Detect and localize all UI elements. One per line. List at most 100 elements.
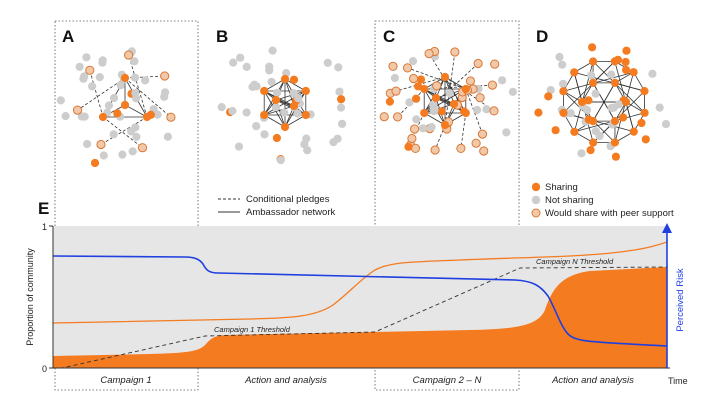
sharing-node xyxy=(260,86,269,96)
peer-support-node xyxy=(487,80,497,90)
not-sharing-node xyxy=(294,94,303,103)
legend-dashed-label: Conditional pledges xyxy=(246,194,330,205)
sharing-node xyxy=(337,95,346,104)
not-sharing-node xyxy=(260,130,269,139)
not-sharing-node xyxy=(130,73,140,82)
panel-letter-b: B xyxy=(216,27,228,46)
not-sharing-node xyxy=(405,98,414,107)
not-sharing-node xyxy=(268,46,277,55)
not-sharing-node xyxy=(127,127,136,136)
peer-support-node xyxy=(410,143,421,153)
not-sharing-node xyxy=(98,58,107,67)
risk-axis-arrow xyxy=(662,223,672,233)
sharing-node xyxy=(420,84,429,94)
not-sharing-node xyxy=(502,128,511,137)
peer-support-node xyxy=(407,133,417,144)
pledge-edge xyxy=(124,77,172,118)
not-sharing-node xyxy=(163,132,172,141)
not-sharing-node xyxy=(430,105,439,114)
sharing-node xyxy=(641,135,650,144)
sharing-node xyxy=(414,82,423,91)
sharing-node xyxy=(570,68,579,77)
sharing-node xyxy=(437,107,446,116)
network-panel-c xyxy=(379,46,517,156)
peer-support-node xyxy=(489,106,499,116)
node-legend: Sharing Not sharing Would share with pee… xyxy=(531,182,674,219)
sharing-node xyxy=(629,68,638,77)
not-sharing-node xyxy=(482,105,491,114)
sharing-node xyxy=(559,108,568,117)
not-sharing-node xyxy=(473,105,482,115)
not-sharing-node xyxy=(265,66,274,75)
not-sharing-node xyxy=(217,103,226,112)
not-sharing-node xyxy=(228,106,237,116)
peer-support-node xyxy=(456,143,466,153)
legend-peer-label: Would share with peer support xyxy=(545,208,674,219)
peer-support-node xyxy=(402,63,413,73)
peer-support-node xyxy=(160,71,170,81)
sharing-node xyxy=(559,87,568,96)
sharing-node xyxy=(113,109,122,118)
not-sharing-node xyxy=(80,112,89,121)
sharing-node xyxy=(610,78,620,87)
not-sharing-node xyxy=(132,132,141,141)
not-sharing-node xyxy=(109,130,118,139)
pledge-edge xyxy=(128,54,148,118)
not-sharing-node xyxy=(99,151,108,160)
not-sharing-node xyxy=(390,73,399,83)
sharing-node xyxy=(449,99,459,109)
sharing-node xyxy=(621,57,630,67)
sharing-node xyxy=(586,146,595,155)
not-sharing-node xyxy=(250,80,259,89)
ambassador-edge xyxy=(124,104,148,118)
not-sharing-node xyxy=(95,73,104,82)
sharing-node xyxy=(640,108,649,117)
y-axis-label: Proportion of community xyxy=(25,248,35,346)
sharing-node xyxy=(534,108,543,117)
sharing-node xyxy=(544,92,553,101)
not-sharing-node xyxy=(334,63,343,72)
not-sharing-node xyxy=(141,76,150,85)
threshold-line xyxy=(59,266,667,368)
not-sharing-node xyxy=(160,92,169,101)
ambassador-edge xyxy=(563,71,634,92)
not-sharing-node xyxy=(648,69,657,78)
not-sharing-node xyxy=(555,52,564,62)
sharing-node xyxy=(289,101,299,111)
sharing-node xyxy=(120,100,130,110)
peer-support-node xyxy=(409,73,419,84)
pledge-edge xyxy=(465,88,483,135)
sharing-node xyxy=(416,75,426,84)
peer-support-node xyxy=(424,49,434,59)
not-sharing-node xyxy=(88,82,97,91)
sharing-node xyxy=(588,43,597,52)
not-sharing-node xyxy=(229,58,238,67)
not-sharing-node xyxy=(61,112,70,121)
panel-letter-c: C xyxy=(383,27,395,46)
not-sharing-node xyxy=(109,93,119,103)
peer-support-node xyxy=(410,124,420,134)
not-sharing-node xyxy=(577,149,586,158)
not-sharing-node xyxy=(445,89,454,98)
not-sharing-node xyxy=(427,123,436,132)
not-sharing-node xyxy=(116,81,125,90)
pledge-edge xyxy=(89,70,104,118)
sharing-node xyxy=(588,78,598,87)
not-sharing-node xyxy=(408,57,418,66)
not-sharing-node xyxy=(236,53,245,62)
not-sharing-node xyxy=(271,103,281,112)
pledge-edge xyxy=(77,77,126,111)
legend-not-sharing-label: Not sharing xyxy=(545,195,594,206)
peer-support-node xyxy=(450,47,460,57)
peer-support-node xyxy=(124,50,134,60)
x-axis-label: Time xyxy=(668,376,688,386)
sharing-node xyxy=(610,138,620,147)
network-panel-d xyxy=(534,43,671,161)
phase-box-campaign-2 xyxy=(374,20,520,391)
sharing-node xyxy=(301,110,310,120)
ambassador-edge xyxy=(264,105,295,116)
peer-support-node xyxy=(473,58,483,69)
ambassador-edge xyxy=(563,61,616,114)
not-sharing-node xyxy=(338,119,347,128)
peer-support-node xyxy=(85,65,95,75)
